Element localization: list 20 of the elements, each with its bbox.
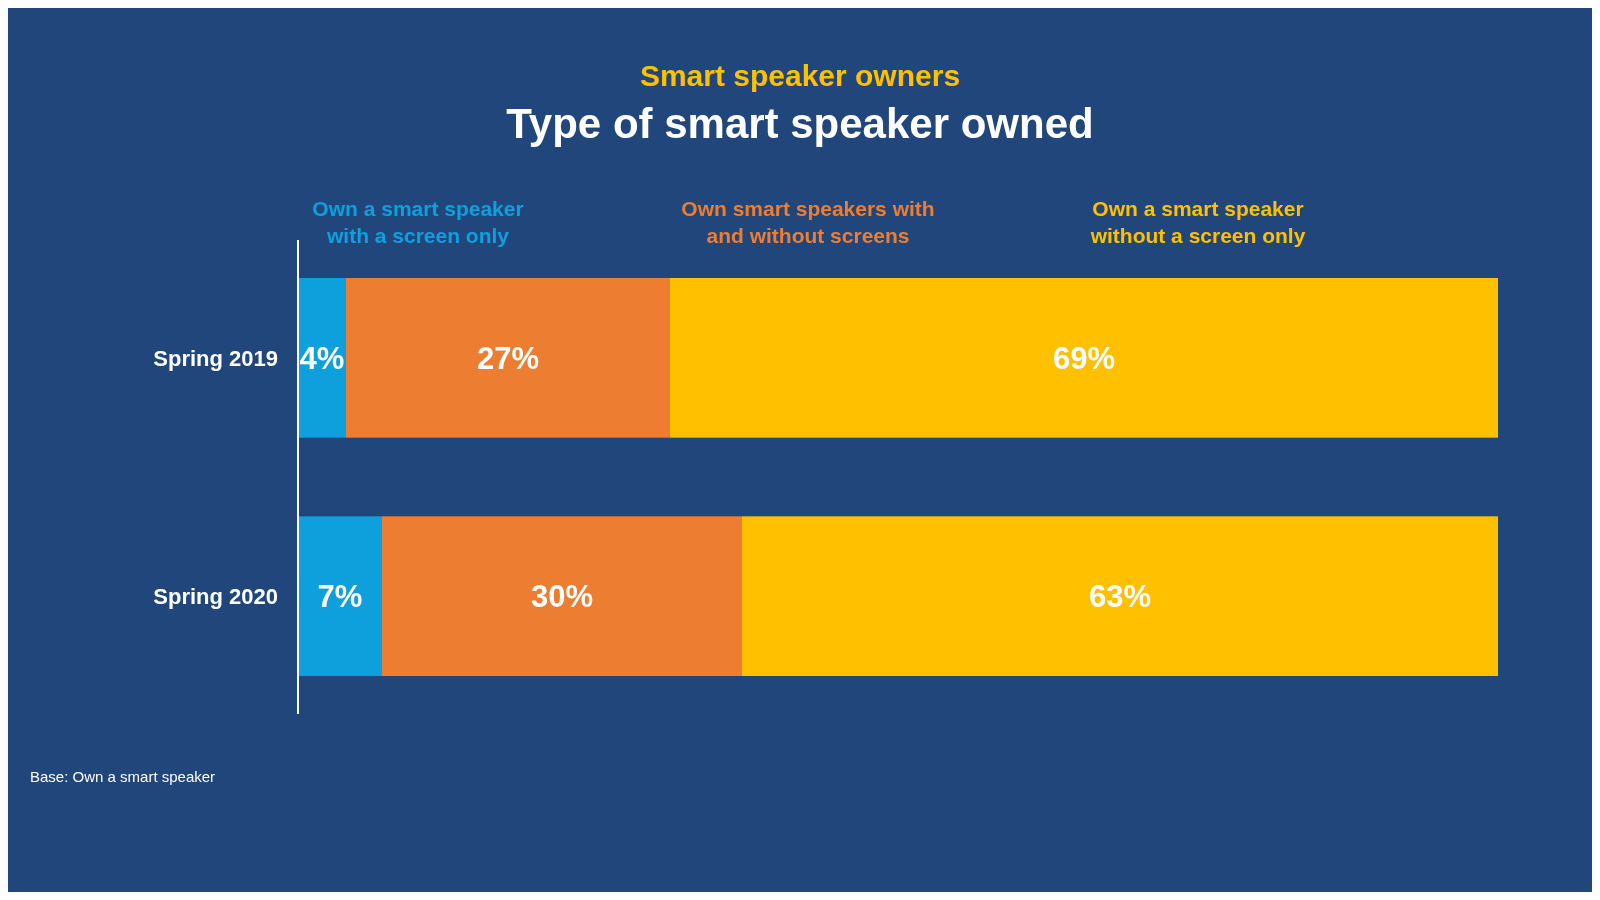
data-label: 63% bbox=[1088, 579, 1152, 615]
data-label: 30% bbox=[530, 579, 594, 615]
data-label: 69% bbox=[1052, 340, 1116, 376]
series-label: Own a smart speaker with a screen only bbox=[312, 197, 524, 247]
bar bbox=[298, 278, 346, 438]
chart-subtitle: Smart speaker owners bbox=[639, 59, 961, 92]
y-tick-label: Spring 2019 bbox=[153, 345, 278, 371]
chart-title: Type of smart speaker owned bbox=[506, 100, 1094, 147]
bar bbox=[298, 516, 382, 676]
bar bbox=[742, 516, 1498, 676]
data-label: 27% bbox=[476, 340, 540, 376]
bar bbox=[346, 278, 670, 438]
data-label: 4% bbox=[299, 340, 345, 376]
series-label: Own smart speakers with and without screens bbox=[681, 197, 935, 247]
data-label: 7% bbox=[317, 579, 363, 615]
series-label: Own a smart speaker without a screen only bbox=[1089, 197, 1306, 247]
bar bbox=[382, 516, 742, 676]
bar bbox=[670, 278, 1498, 438]
text: Base: Own a smart speaker bbox=[30, 768, 216, 785]
y-tick-label: Spring 2020 bbox=[153, 583, 278, 609]
